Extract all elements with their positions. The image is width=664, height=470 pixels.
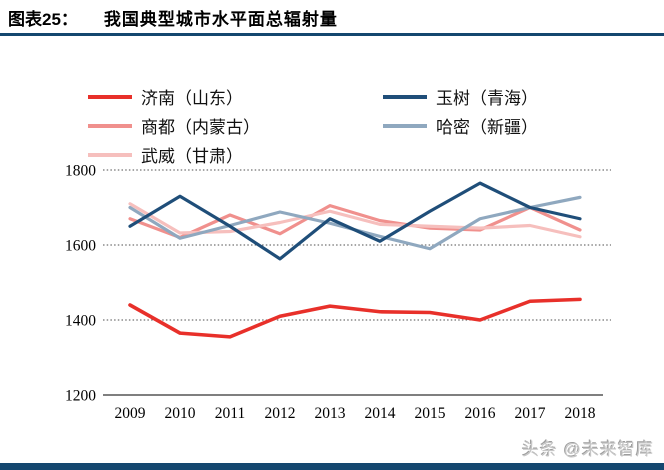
legend-label: 商都（内蒙古） [141, 118, 260, 137]
figure-header: 图表25： 我国典型城市水平面总辐射量 [8, 5, 658, 30]
legend-swatch-line [383, 123, 427, 128]
x-tick-label: 2011 [215, 405, 245, 422]
legend-swatch-line [88, 123, 132, 128]
y-tick-label: 1200 [65, 388, 96, 405]
x-tick-label: 2012 [265, 405, 296, 422]
x-tick-label: 2017 [515, 405, 546, 422]
legend-item: 玉树（青海） [383, 82, 613, 111]
x-tick-label: 2018 [565, 405, 596, 422]
chart-area: 1200 1400 1600 1800 2009 2010 2011 2012 2013 2014… [0, 155, 664, 435]
legend-item: 商都（内蒙古） [88, 111, 383, 140]
x-tick-label: 2016 [465, 405, 496, 422]
y-tick-label: 1800 [65, 163, 96, 180]
legend-swatch-line [88, 94, 132, 99]
legend-swatch-line [383, 94, 427, 99]
series-line [128, 204, 582, 240]
total-radiation-chart: 1200 1400 1600 1800 2009 2010 2011 2012 2013 2014… [65, 163, 611, 422]
x-tick-label: 2009 [115, 405, 146, 422]
header-divider [0, 33, 664, 36]
x-tick-label: 2010 [165, 405, 196, 422]
legend-item: 济南（山东） [88, 82, 383, 111]
legend-swatch-line [88, 152, 132, 157]
y-tick-label: 1400 [65, 313, 96, 330]
legend-column: 济南（山东） 商都（内蒙古） 武威（甘肃） [88, 82, 383, 169]
series-line [128, 202, 582, 239]
x-tick-label: 2015 [415, 405, 446, 422]
legend-item: 哈密（新疆） [383, 111, 613, 140]
legend-label: 玉树（青海） [436, 89, 538, 108]
series-line [128, 297, 582, 339]
x-tick-label: 2013 [315, 405, 346, 422]
watermark-text: 头条 @未来智库 [522, 440, 654, 459]
legend-column: 玉树（青海） 哈密（新疆） [383, 82, 613, 169]
series-line [128, 181, 582, 261]
y-tick-label: 1600 [65, 238, 96, 255]
bottom-accent-bar [0, 463, 664, 470]
figure-title: 我国典型城市水平面总辐射量 [103, 10, 338, 29]
legend-label: 济南（山东） [141, 89, 243, 108]
x-tick-label: 2014 [365, 405, 396, 422]
legend-item: 武威（甘肃） [88, 140, 383, 169]
legend-label: 哈密（新疆） [436, 118, 538, 137]
figure-number-label: 图表25： [8, 10, 78, 29]
chart-legend: 济南（山东） 商都（内蒙古） 武威（甘肃） 玉树（青海） 哈密（新疆） [88, 82, 613, 169]
legend-label: 武威（甘肃） [141, 147, 243, 166]
